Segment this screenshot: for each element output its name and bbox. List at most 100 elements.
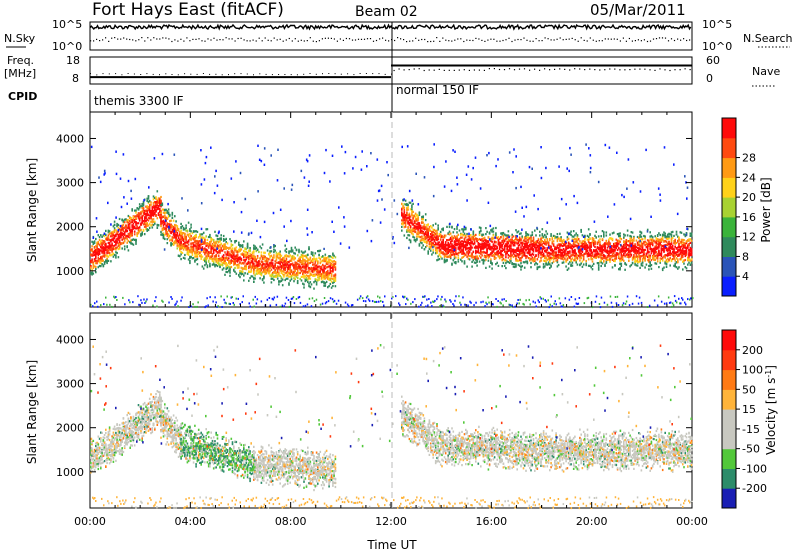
- data-cell: [288, 275, 290, 278]
- nsearch-point: [652, 38, 655, 40]
- data-cell: [437, 236, 439, 239]
- data-cell: [493, 248, 496, 251]
- data-cell: [328, 278, 330, 281]
- data-cell: [259, 267, 261, 270]
- data-cell: [160, 220, 162, 223]
- data-cell: [472, 236, 475, 239]
- data-cell: [438, 233, 441, 236]
- data-cell: [313, 270, 315, 273]
- data-cell: [222, 260, 225, 263]
- data-cell: [95, 259, 97, 262]
- data-cell: [513, 254, 516, 257]
- data-cell: [541, 234, 544, 237]
- data-cell: [498, 237, 501, 240]
- nave-point: [508, 68, 511, 70]
- data-cell: [274, 244, 276, 248]
- data-cell: [140, 211, 142, 214]
- data-cell: [404, 223, 407, 226]
- data-cell: [550, 258, 552, 261]
- data-cell: [164, 214, 166, 217]
- data-cell: [175, 233, 177, 236]
- data-cell: [465, 234, 467, 237]
- data-cell: [136, 234, 138, 237]
- data-cell: [167, 214, 170, 217]
- data-cell: [550, 252, 552, 256]
- data-cell: [475, 258, 477, 261]
- data-cell: [506, 250, 508, 254]
- data-cell: [270, 254, 273, 257]
- data-cell: [181, 225, 184, 228]
- data-cell: [265, 265, 268, 268]
- data-cell: [552, 240, 555, 243]
- data-cell: [414, 230, 417, 234]
- data-cell: [552, 257, 555, 260]
- data-cell: [271, 265, 274, 268]
- data-cell: [187, 253, 190, 256]
- data-cell: [525, 240, 527, 243]
- data-cell: [191, 251, 194, 254]
- data-cell: [95, 248, 97, 252]
- data-cell: [225, 246, 227, 249]
- data-cell: [194, 237, 196, 240]
- data-cell: [436, 247, 438, 250]
- data-cell: [468, 246, 471, 249]
- data-cell: [545, 260, 547, 263]
- data-cell: [502, 239, 505, 242]
- data-cell: [428, 235, 431, 238]
- data-cell: [266, 270, 269, 273]
- data-cell: [566, 257, 569, 260]
- data-cell: [107, 241, 110, 244]
- data-cell: [101, 259, 103, 262]
- data-cell: [293, 257, 295, 260]
- data-cell: [334, 265, 337, 268]
- data-cell: [547, 241, 550, 244]
- data-cell: [544, 247, 546, 250]
- data-cell: [532, 253, 535, 256]
- data-cell: [488, 231, 491, 234]
- data-cell: [442, 227, 444, 230]
- nsearch-point: [204, 40, 206, 42]
- data-cell: [477, 241, 480, 245]
- data-cell: [100, 245, 102, 248]
- data-cell: [544, 254, 546, 258]
- data-cell: [100, 262, 102, 265]
- data-cell: [279, 263, 281, 266]
- data-cell: [302, 251, 304, 254]
- nave-point: [679, 69, 681, 71]
- data-cell: [116, 237, 118, 240]
- data-cell: [547, 256, 550, 259]
- data-cell: [432, 243, 434, 247]
- data-cell: [458, 238, 461, 241]
- nave-point: [564, 68, 566, 70]
- data-cell: [443, 255, 446, 258]
- nave-point: [609, 68, 611, 70]
- data-cell: [542, 263, 545, 266]
- data-cell: [273, 251, 275, 254]
- data-cell: [539, 234, 541, 237]
- data-cell: [536, 249, 539, 252]
- data-cell: [428, 238, 431, 241]
- data-cell: [246, 244, 249, 247]
- data-cell: [161, 208, 164, 211]
- data-cell: [512, 235, 515, 238]
- data-cell: [508, 247, 511, 250]
- data-cell: [476, 245, 478, 248]
- data-cell: [122, 235, 125, 238]
- nsearch-point: [138, 39, 140, 41]
- data-cell: [526, 242, 529, 245]
- data-cell: [201, 255, 204, 258]
- data-cell: [243, 250, 245, 253]
- data-cell: [428, 246, 431, 249]
- data-cell: [517, 240, 520, 243]
- data-cell: [545, 235, 547, 238]
- data-cell: [101, 255, 103, 258]
- data-cell: [250, 253, 253, 256]
- data-cell: [137, 228, 140, 231]
- data-cell: [323, 275, 325, 279]
- data-cell: [426, 230, 428, 233]
- data-cell: [221, 249, 224, 252]
- data-cell: [554, 236, 556, 239]
- data-cell: [143, 216, 146, 219]
- data-cell: [300, 266, 303, 269]
- data-cell: [310, 259, 313, 262]
